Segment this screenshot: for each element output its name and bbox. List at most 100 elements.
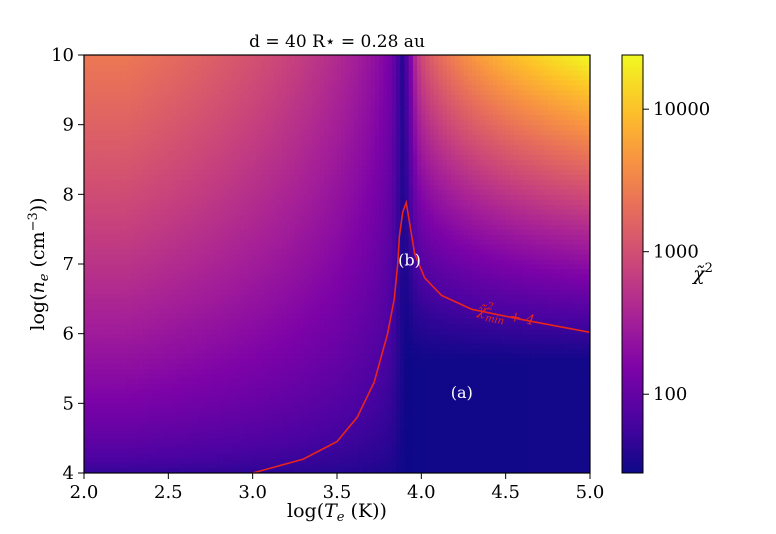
heatmap-cell xyxy=(290,114,296,121)
heatmap-cell xyxy=(168,453,174,459)
heatmap-cell xyxy=(126,109,131,116)
heatmap-cell xyxy=(147,244,153,250)
heatmap-cell xyxy=(138,104,144,111)
heatmap-cell xyxy=(84,134,89,141)
heatmap-cell xyxy=(143,328,148,335)
heatmap-cell xyxy=(88,403,94,409)
heatmap-cell xyxy=(324,448,330,454)
heatmap-cell xyxy=(159,214,165,220)
heatmap-cell xyxy=(294,104,300,111)
heatmap-cell xyxy=(311,393,317,399)
heatmap-cell xyxy=(273,433,279,439)
heatmap-cell xyxy=(189,403,195,409)
heatmap-cell xyxy=(231,219,237,225)
heatmap-cell xyxy=(223,94,228,101)
heatmap-cell xyxy=(159,169,165,176)
heatmap-cell xyxy=(155,124,161,131)
heatmap-cell xyxy=(105,338,110,345)
heatmap-cell xyxy=(307,333,313,340)
heatmap-cell xyxy=(315,443,321,449)
heatmap-cell xyxy=(180,323,186,330)
heatmap-cell xyxy=(134,438,140,444)
heatmap-cell xyxy=(256,69,262,76)
heatmap-cell xyxy=(138,224,144,230)
heatmap-cell xyxy=(92,59,98,66)
heatmap-cell xyxy=(277,343,283,350)
heatmap-cell xyxy=(269,194,275,200)
heatmap-cell xyxy=(328,89,334,96)
heatmap-cell xyxy=(113,109,119,116)
heatmap-cell xyxy=(155,448,161,454)
heatmap-cell xyxy=(189,408,195,414)
heatmap-cell xyxy=(303,149,309,156)
heatmap-cell xyxy=(261,149,266,156)
heatmap-cell xyxy=(121,184,127,190)
heatmap-cell xyxy=(113,94,119,101)
heatmap-cell xyxy=(235,328,241,335)
heatmap-cell xyxy=(172,134,178,141)
heatmap-cell xyxy=(159,149,165,156)
heatmap-cell xyxy=(231,383,237,390)
heatmap-cell xyxy=(240,204,245,210)
heatmap-cell xyxy=(180,89,186,96)
heatmap-cell xyxy=(273,288,279,295)
heatmap-cell xyxy=(172,353,178,360)
heatmap-cell xyxy=(273,293,279,300)
heatmap-cell xyxy=(172,358,178,365)
heatmap-cell xyxy=(332,273,338,280)
heatmap-cell xyxy=(130,428,136,434)
heatmap-cell xyxy=(294,378,300,385)
heatmap-cell xyxy=(155,388,161,394)
heatmap-cell xyxy=(180,433,186,439)
heatmap-cell xyxy=(282,328,287,335)
heatmap-cell xyxy=(130,343,136,350)
heatmap-cell xyxy=(311,74,317,81)
heatmap-cell xyxy=(261,249,266,255)
heatmap-cell xyxy=(231,393,237,399)
heatmap-cell xyxy=(214,119,220,126)
heatmap-cell xyxy=(100,293,106,300)
heatmap-cell xyxy=(218,244,224,250)
heatmap-cell xyxy=(265,129,271,136)
heatmap-cell xyxy=(155,358,161,365)
heatmap-cell xyxy=(261,283,266,290)
heatmap-cell xyxy=(286,74,292,81)
heatmap-cell xyxy=(265,199,271,205)
heatmap-cell xyxy=(100,169,106,176)
heatmap-cell xyxy=(180,403,186,409)
heatmap-cell xyxy=(282,84,287,91)
heatmap-cell xyxy=(282,94,287,101)
heatmap-cell xyxy=(286,438,292,444)
heatmap-cell xyxy=(151,348,157,355)
heatmap-cell xyxy=(197,333,203,340)
heatmap-cell xyxy=(121,273,127,280)
heatmap-cell xyxy=(189,129,195,136)
heatmap-cell xyxy=(290,303,296,310)
heatmap-cell xyxy=(252,353,258,360)
heatmap-cell xyxy=(303,234,309,240)
heatmap-cell xyxy=(100,463,106,469)
heatmap-cell xyxy=(235,298,241,305)
heatmap-cell xyxy=(134,189,140,195)
heatmap-cell xyxy=(113,139,119,146)
heatmap-cell xyxy=(202,418,207,424)
heatmap-cell xyxy=(193,239,199,245)
heatmap-cell xyxy=(328,408,334,414)
heatmap-cell xyxy=(206,139,212,146)
heatmap-cell xyxy=(299,323,304,330)
heatmap-cell xyxy=(261,463,266,469)
heatmap-cell xyxy=(193,259,199,265)
heatmap-cell xyxy=(240,239,245,245)
heatmap-cell xyxy=(143,418,148,424)
heatmap-cell xyxy=(277,303,283,310)
heatmap-cell xyxy=(109,224,115,230)
heatmap-cell xyxy=(180,259,186,265)
heatmap-cell xyxy=(214,463,220,469)
heatmap-cell xyxy=(109,268,115,275)
heatmap-cell xyxy=(299,418,304,424)
heatmap-cell xyxy=(121,104,127,111)
heatmap-cell xyxy=(231,448,237,454)
heatmap-cell xyxy=(252,363,258,370)
heatmap-cell xyxy=(307,194,313,200)
heatmap-cell xyxy=(180,313,186,320)
